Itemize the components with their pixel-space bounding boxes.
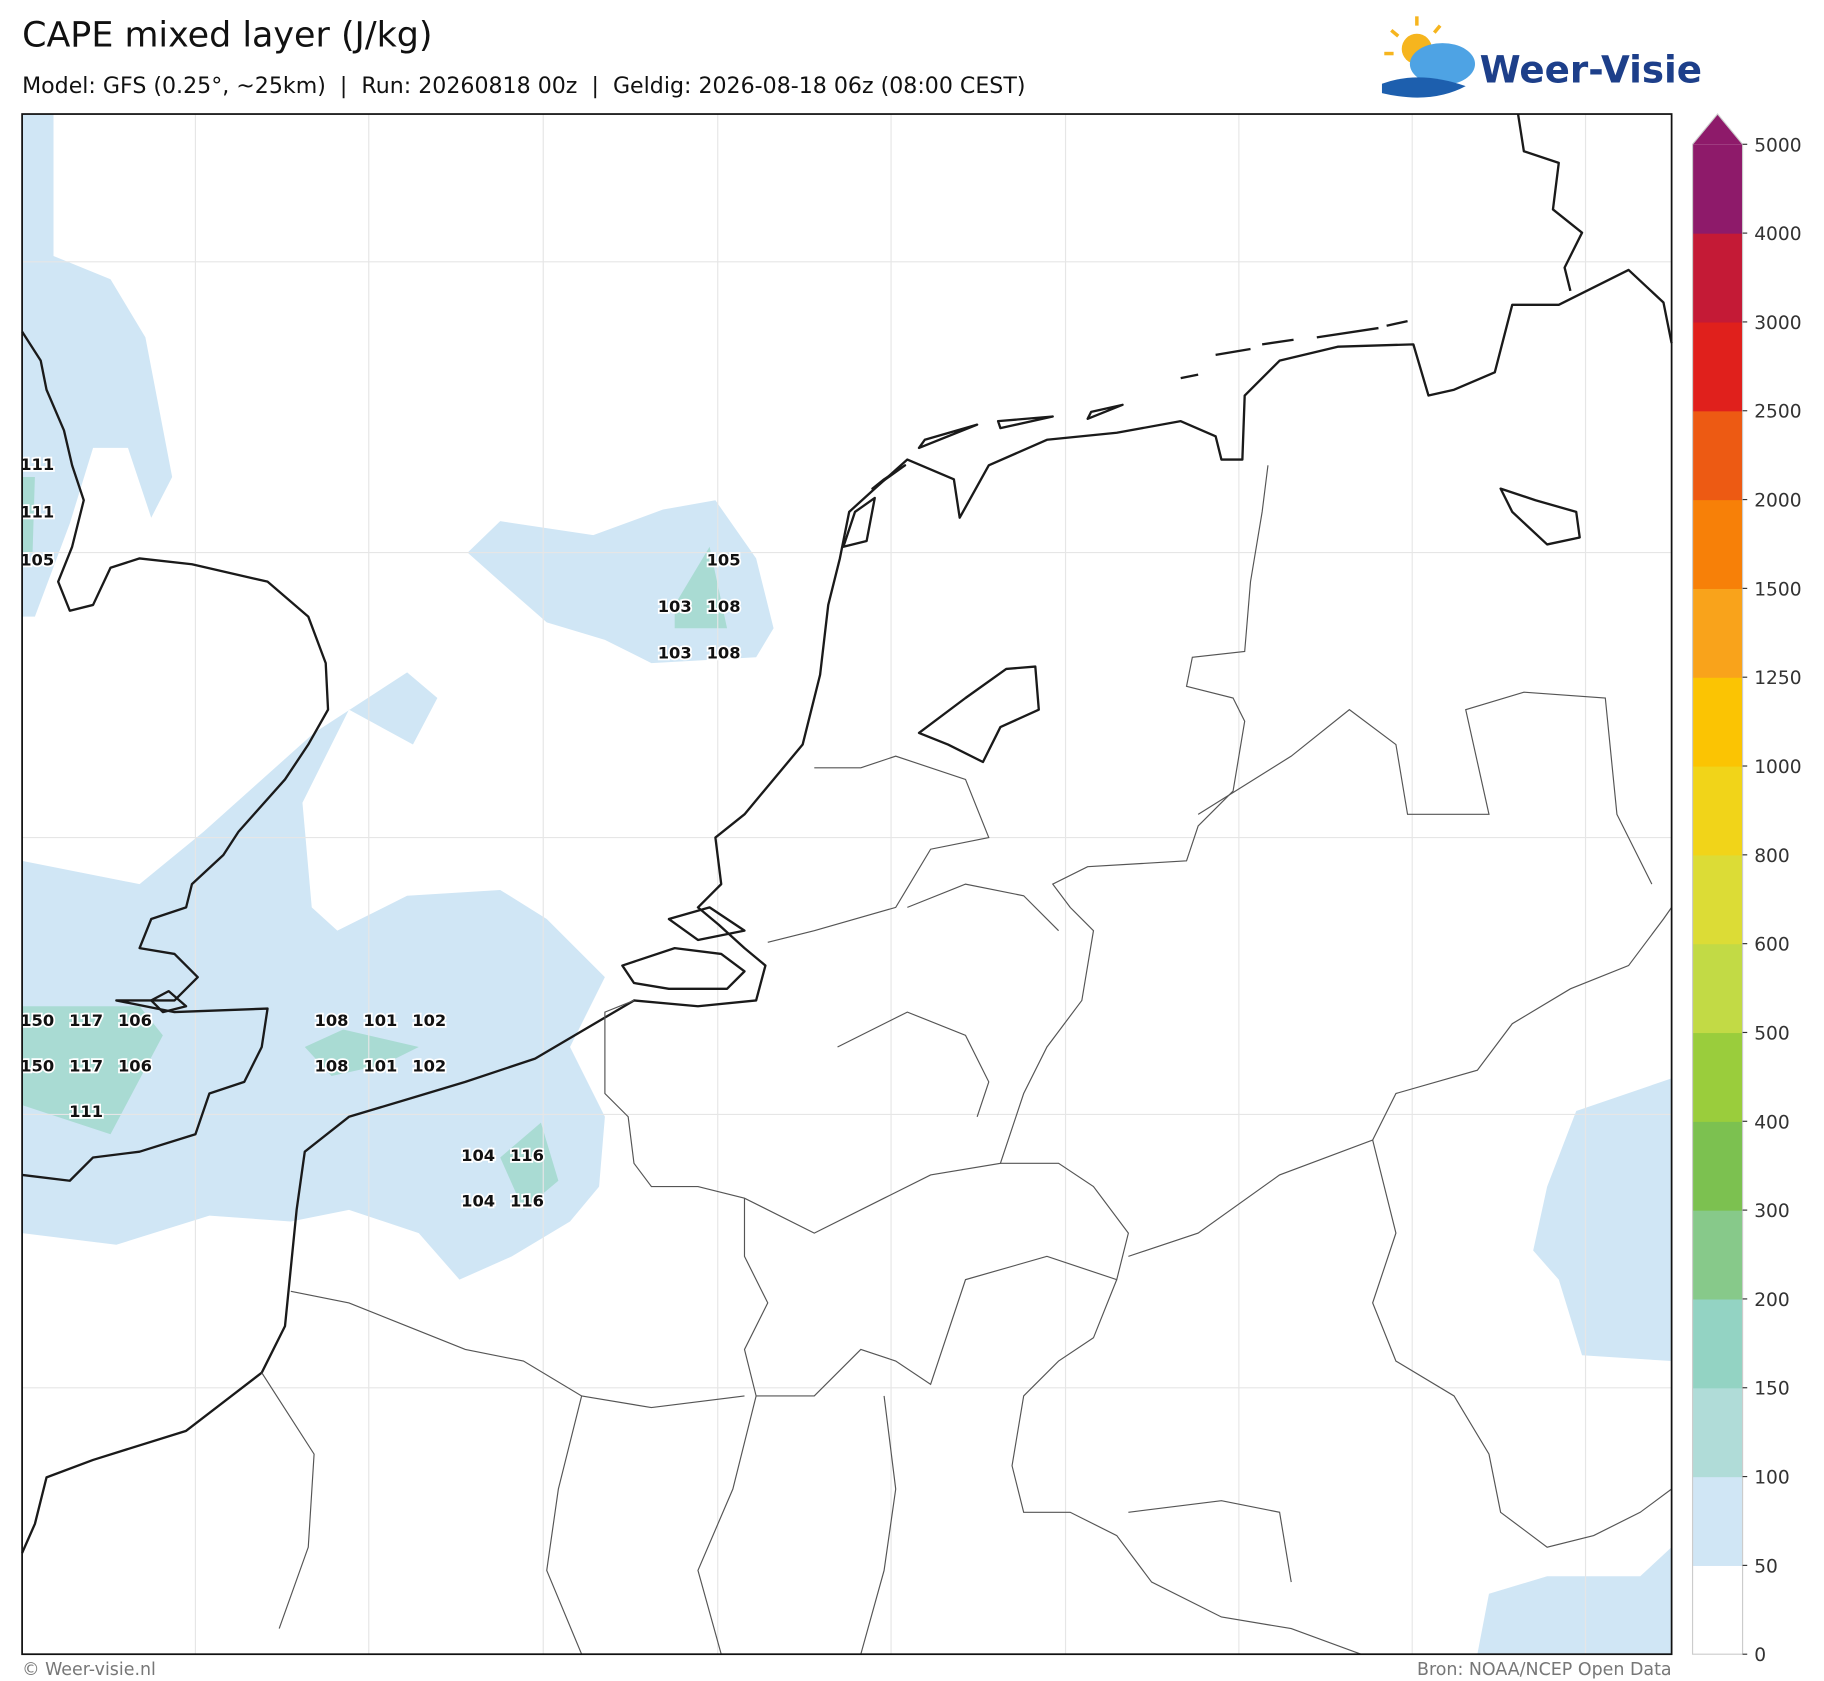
footer-left: © Weer-visie.nl	[22, 1660, 156, 1680]
colorbar-tick-label: 0	[1754, 1645, 1766, 1666]
coastlines	[21, 113, 1673, 1554]
colorbar-tick-label: 5000	[1754, 135, 1801, 156]
cape-label: 101	[363, 1011, 397, 1030]
cape-label: 101	[363, 1056, 397, 1075]
cape-label: 104	[461, 1191, 495, 1210]
colorbar-tick-label: 2500	[1754, 402, 1801, 423]
cape-label: 106	[118, 1011, 152, 1030]
colorbar-tick-label: 800	[1754, 846, 1790, 867]
colorbar-tick-label: 200	[1754, 1290, 1790, 1311]
logo-text: Weer-Visie	[1480, 48, 1702, 92]
colorbar-tick-label: 150	[1754, 1379, 1790, 1400]
cape-label: 150	[20, 1011, 54, 1030]
colorbar-extend	[1692, 114, 1743, 145]
colorbar-tick-label: 500	[1754, 1023, 1790, 1044]
colorbar-tick-label: 600	[1754, 935, 1790, 956]
cape-label: 117	[69, 1011, 103, 1030]
cape-label: 106	[118, 1056, 152, 1075]
cape-label: 102	[412, 1056, 446, 1075]
colorbar-segment	[1692, 766, 1743, 856]
colorbar-tick-label: 1250	[1754, 668, 1801, 689]
cape-label: 104	[461, 1146, 495, 1165]
colorbar-tick-label: 1500	[1754, 579, 1801, 600]
colorbar-segment	[1692, 499, 1743, 589]
colorbar: 0 50 100 150 200 300 400 500 600 800 1000 1250 1500 2…	[1691, 113, 1802, 1666]
cape-label: 111	[69, 1102, 103, 1121]
cape-labels: 111 111 105 105 103 108 103 108 150 117 106 150 117 1…	[19, 453, 743, 1212]
subtitle: Model: GFS (0.25°, ~25km) | Run: 2026081…	[22, 73, 1025, 99]
cape-label: 108	[315, 1011, 349, 1030]
colorbar-tick-label: 1000	[1754, 757, 1801, 778]
cape-label: 108	[707, 643, 741, 662]
cape-label: 103	[658, 643, 692, 662]
cape-label: 116	[510, 1191, 544, 1210]
colorbar-segment	[1692, 1565, 1743, 1655]
logo: Weer-Visie	[1381, 16, 1702, 98]
cape-label: 105	[20, 550, 54, 569]
colorbar-tick-label: 400	[1754, 1112, 1790, 1133]
title: CAPE mixed layer (J/kg)	[22, 16, 432, 56]
colorbar-segment	[1692, 854, 1743, 945]
cape-label: 117	[69, 1056, 103, 1075]
colorbar-segment	[1692, 1387, 1743, 1478]
colorbar-segment	[1692, 1476, 1743, 1566]
borders	[261, 465, 1673, 1655]
colorbar-segment	[1692, 677, 1743, 767]
colorbar-tick-label: 50	[1754, 1556, 1778, 1577]
colorbar-segment	[1692, 1210, 1743, 1300]
colorbar-segment	[1692, 1121, 1743, 1211]
colorbar-tick-label: 4000	[1754, 224, 1801, 245]
cape-label: 108	[707, 597, 741, 616]
cape-label: 103	[658, 597, 692, 616]
colorbar-segment	[1692, 588, 1743, 678]
cape-label: 111	[20, 455, 54, 474]
map: 111 111 105 105 103 108 103 108 150 117 106 150 117 1…	[19, 113, 1673, 1656]
colorbar-segment	[1692, 144, 1743, 234]
graticule	[22, 114, 1672, 1655]
cape-label: 111	[20, 503, 54, 522]
footer-right: Bron: NOAA/NCEP Open Data	[1417, 1660, 1672, 1680]
colorbar-segment	[1692, 321, 1743, 412]
cape-label: 105	[707, 550, 741, 569]
cape-label: 102	[412, 1011, 446, 1030]
colorbar-outline	[1691, 113, 1744, 1655]
colorbar-segment	[1692, 943, 1743, 1034]
cape-areas	[22, 114, 1672, 1655]
cape-label: 150	[20, 1056, 54, 1075]
cape-label: 116	[510, 1146, 544, 1165]
colorbar-tick-label: 2000	[1754, 491, 1801, 512]
colorbar-segment	[1692, 410, 1743, 501]
colorbar-tick-label: 300	[1754, 1201, 1790, 1222]
colorbar-segment	[1692, 1298, 1743, 1389]
cape-label: 108	[315, 1056, 349, 1075]
colorbar-segment	[1692, 233, 1743, 323]
colorbar-segment	[1692, 1032, 1743, 1122]
colorbar-tick-label: 100	[1754, 1468, 1790, 1489]
colorbar-tick-label: 3000	[1754, 313, 1801, 334]
